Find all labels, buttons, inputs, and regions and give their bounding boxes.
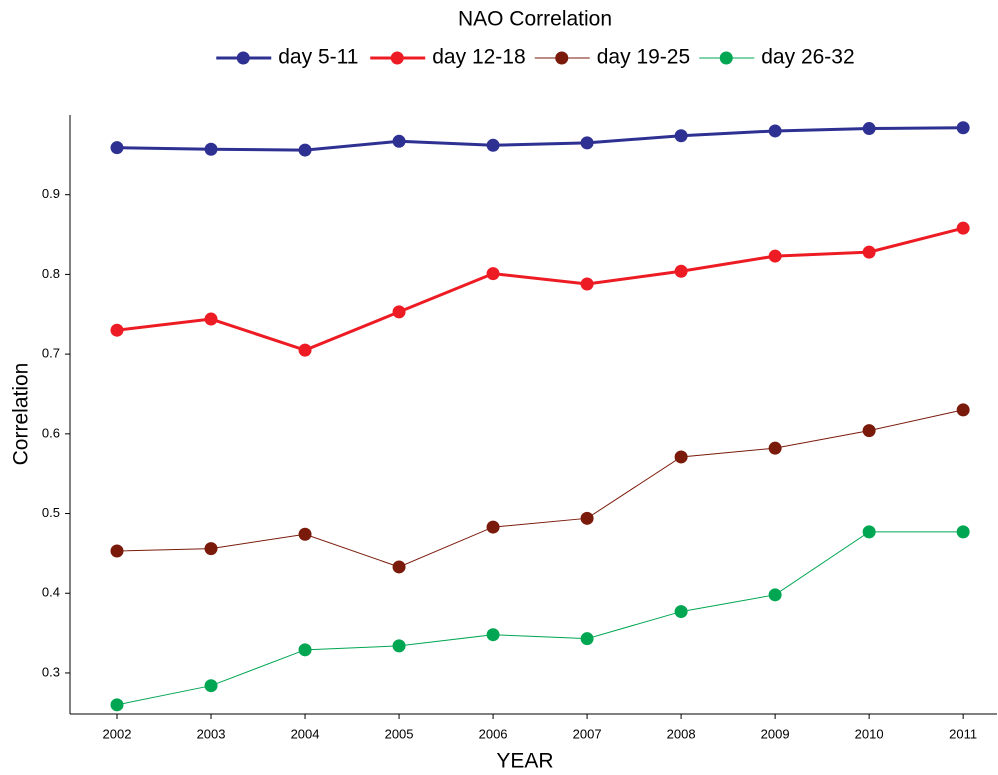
- x-tick-label: 2007: [573, 726, 602, 741]
- series-line: [116, 409, 964, 568]
- chart-title: NAO Correlation: [458, 8, 612, 31]
- data-point: [204, 142, 218, 156]
- x-tick-label: 2011: [949, 726, 977, 741]
- legend-marker: [236, 51, 250, 65]
- data-point: [486, 267, 500, 281]
- data-point: [110, 141, 124, 155]
- data-point: [768, 124, 782, 138]
- data-point: [298, 527, 312, 541]
- data-point: [486, 628, 500, 642]
- data-point: [392, 305, 406, 319]
- legend-label: day 12-18: [432, 46, 525, 69]
- legend-label: day 26-32: [761, 46, 854, 69]
- data-point: [674, 605, 688, 619]
- data-point: [298, 343, 312, 357]
- legend-marker: [390, 51, 404, 65]
- data-point: [862, 245, 876, 259]
- data-point: [674, 264, 688, 278]
- legend-marker: [719, 51, 733, 65]
- y-tick-label: 0.8: [42, 266, 60, 281]
- x-tick-label: 2008: [667, 726, 696, 741]
- data-point: [298, 643, 312, 657]
- x-tick-label: 2002: [103, 726, 132, 741]
- y-axis-label: Correlation: [10, 363, 33, 466]
- data-point: [768, 249, 782, 263]
- data-point: [392, 639, 406, 653]
- data-point: [110, 698, 124, 712]
- series-line: [116, 226, 964, 352]
- data-point: [956, 121, 970, 135]
- data-point: [580, 511, 594, 525]
- data-point: [580, 277, 594, 291]
- data-point: [204, 542, 218, 556]
- data-point: [486, 520, 500, 534]
- x-tick-label: 2006: [479, 726, 508, 741]
- data-point: [298, 143, 312, 157]
- y-tick-label: 0.6: [42, 425, 60, 440]
- legend-label: day 5-11: [278, 46, 358, 69]
- x-tick-label: 2010: [855, 726, 884, 741]
- data-point: [956, 403, 970, 417]
- data-point: [392, 134, 406, 148]
- y-tick-label: 0.4: [42, 585, 60, 600]
- x-tick-label: 2004: [291, 726, 320, 741]
- y-tick-label: 0.5: [42, 505, 60, 520]
- data-point: [956, 525, 970, 539]
- x-tick-label: 2005: [385, 726, 414, 741]
- legend-label: day 19-25: [597, 46, 690, 69]
- data-point: [580, 632, 594, 646]
- series-line: [116, 126, 964, 152]
- data-point: [110, 544, 124, 558]
- data-point: [110, 323, 124, 337]
- x-tick-label: 2009: [761, 726, 790, 741]
- data-point: [204, 679, 218, 693]
- data-point: [392, 560, 406, 574]
- data-point: [768, 588, 782, 602]
- x-axis-label: YEAR: [496, 750, 553, 773]
- legend-marker: [555, 51, 569, 65]
- data-point: [580, 136, 594, 150]
- data-point: [862, 122, 876, 136]
- data-point: [674, 129, 688, 143]
- x-tick-label: 2003: [197, 726, 226, 741]
- data-point: [862, 525, 876, 539]
- data-point: [674, 450, 688, 464]
- data-point: [862, 424, 876, 438]
- data-point: [768, 441, 782, 455]
- y-tick-label: 0.9: [42, 186, 60, 201]
- y-tick-label: 0.7: [42, 346, 60, 361]
- data-point: [204, 312, 218, 326]
- y-tick-label: 0.3: [42, 664, 60, 679]
- series-line: [116, 531, 964, 706]
- data-point: [956, 221, 970, 235]
- data-point: [486, 138, 500, 152]
